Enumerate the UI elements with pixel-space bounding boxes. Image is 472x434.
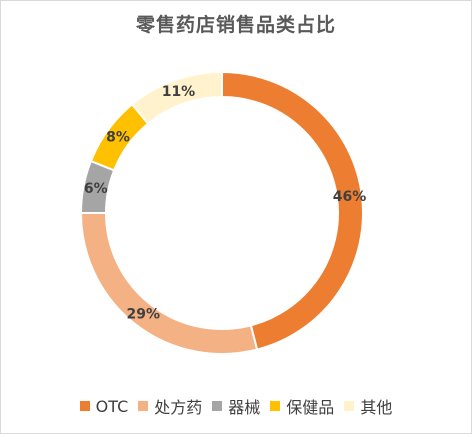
- slice-1: [79, 212, 259, 355]
- legend-swatch: [79, 401, 90, 411]
- legend-item: 器械: [212, 394, 260, 418]
- slice-4: [130, 70, 223, 126]
- legend-swatch: [344, 401, 355, 411]
- data-label-2: 6%: [84, 181, 108, 197]
- legend-swatch: [138, 401, 149, 411]
- legend-label: 处方药: [154, 398, 203, 417]
- legend-label: 保健品: [286, 398, 335, 417]
- slices-group: [79, 70, 364, 355]
- data-label-0: 46%: [333, 189, 367, 205]
- data-label-4: 11%: [162, 84, 196, 100]
- data-label-1: 29%: [126, 307, 160, 323]
- data-labels-group: 46% 29% 6% 8% 11%: [84, 84, 366, 322]
- chart-title: 零售药店销售品类占比: [135, 14, 336, 36]
- legend-label: 器械: [228, 398, 261, 417]
- legend-item: 保健品: [270, 394, 334, 418]
- legend-item: 其他: [344, 394, 392, 418]
- legend: OTC 处方药 器械 保健品 其他: [0, 394, 472, 418]
- slice-0: [221, 70, 364, 351]
- legend-label: OTC: [95, 396, 129, 416]
- legend-swatch: [212, 401, 223, 411]
- data-label-3: 8%: [106, 129, 130, 145]
- legend-item: 处方药: [138, 394, 202, 418]
- legend-label: 其他: [360, 398, 393, 417]
- legend-item: OTC: [79, 396, 129, 416]
- legend-swatch: [270, 401, 281, 411]
